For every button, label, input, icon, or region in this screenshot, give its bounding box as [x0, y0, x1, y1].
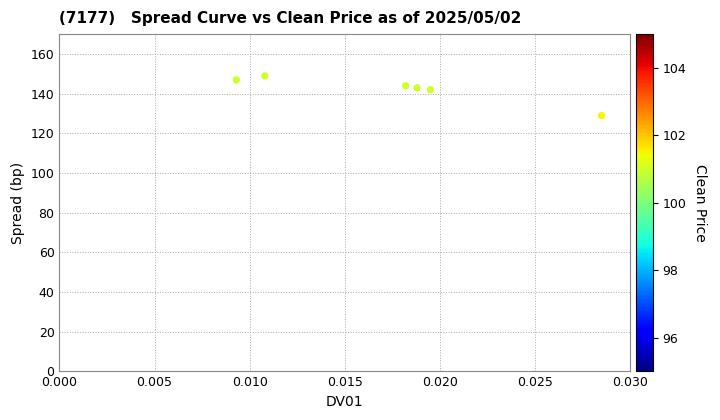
Point	[596, 112, 608, 119]
X-axis label: DV01: DV01	[326, 395, 364, 409]
Point	[259, 73, 271, 79]
Text: (7177)   Spread Curve vs Clean Price as of 2025/05/02: (7177) Spread Curve vs Clean Price as of…	[60, 11, 522, 26]
Point	[230, 76, 242, 83]
Y-axis label: Spread (bp): Spread (bp)	[11, 162, 25, 244]
Point	[425, 87, 436, 93]
Y-axis label: Clean Price: Clean Price	[693, 164, 708, 242]
Point	[411, 84, 423, 91]
Point	[400, 82, 411, 89]
